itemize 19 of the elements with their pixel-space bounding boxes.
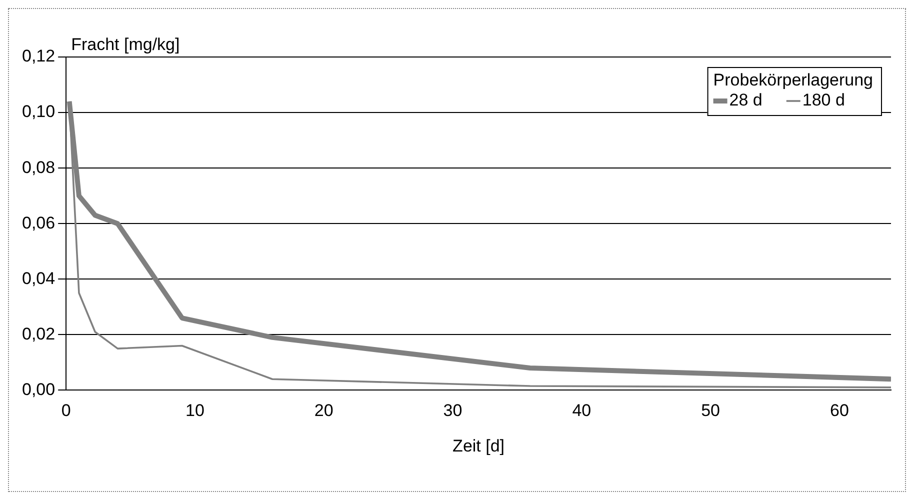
x-tick-label: 10 <box>186 401 204 420</box>
y-axis-title: Fracht [mg/kg] <box>71 35 180 54</box>
y-tick-label: 0,08 <box>22 158 56 177</box>
legend-title: Probekörperlagerung <box>713 70 874 90</box>
y-tick-label: 0,02 <box>22 324 56 344</box>
y-tick-label: 0,06 <box>22 213 56 232</box>
x-tick-label: 30 <box>443 401 462 420</box>
x-tick-label: 60 <box>830 401 849 420</box>
legend-label: 28 d <box>729 90 762 110</box>
x-tick-label: 50 <box>701 401 720 420</box>
x-tick-label: 0 <box>61 401 71 420</box>
x-tick-label: 20 <box>314 401 334 420</box>
x-axis-title: Zeit [d] <box>452 436 505 456</box>
legend-label: 180 d <box>802 90 845 110</box>
y-tick-label: 0,12 <box>22 46 56 66</box>
y-tick-label: 0,10 <box>22 102 56 122</box>
y-tick-label: 0,00 <box>22 380 56 399</box>
x-tick-label: 40 <box>572 401 592 420</box>
y-tick-label: 0,04 <box>22 268 56 288</box>
